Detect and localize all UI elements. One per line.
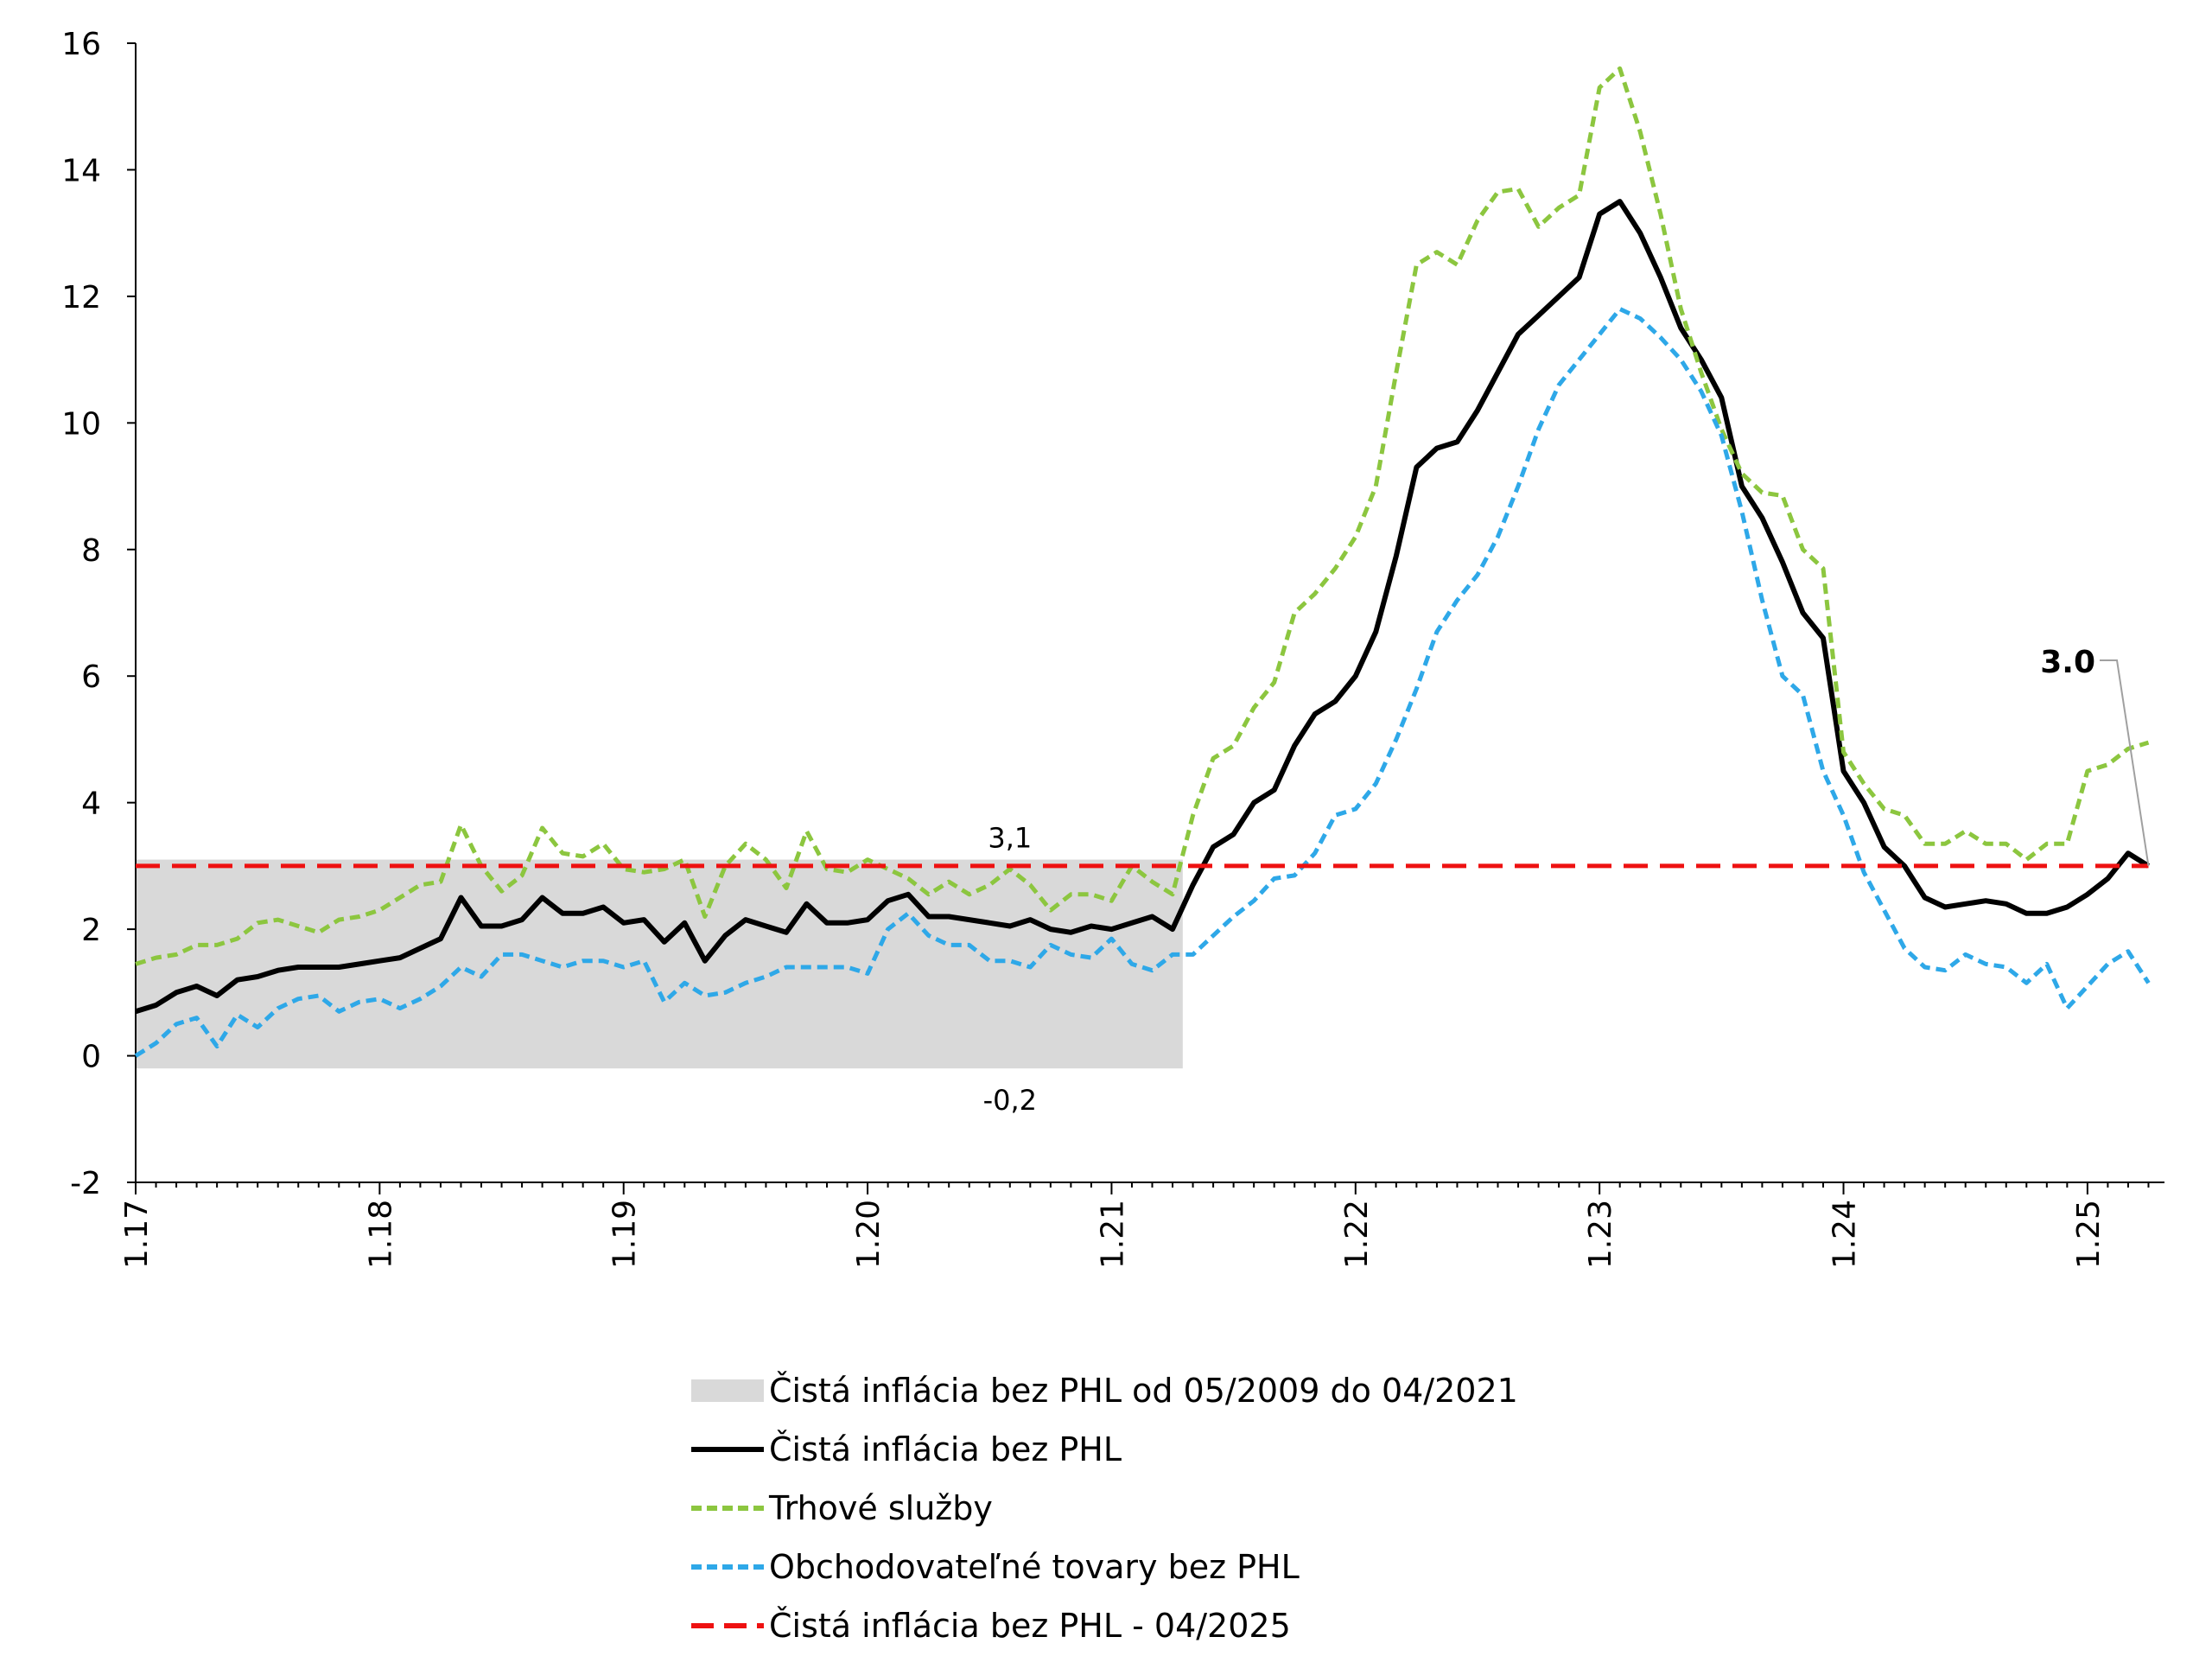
x-tick-label: 1.24 [1827, 1200, 1863, 1269]
x-tick-label: 1.18 [363, 1200, 398, 1269]
legend-item-services: Trhové služby [691, 1479, 1518, 1538]
legend-item-band: Čistá inflácia bez PHL od 05/2009 do 04/… [691, 1361, 1518, 1420]
legend-swatch-core [691, 1447, 764, 1452]
x-tick-label: 1.21 [1095, 1200, 1130, 1269]
legend-swatch-goods [691, 1564, 764, 1570]
y-tick-label: 14 [61, 153, 101, 188]
x-tick-label: 1.22 [1339, 1200, 1375, 1269]
legend-label-band: Čistá inflácia bez PHL od 05/2009 do 04/… [769, 1372, 1518, 1410]
series-line-core [135, 199, 2151, 1015]
legend-label-reference: Čistá inflácia bez PHL - 04/2025 [769, 1607, 1291, 1645]
legend-swatch-reference [691, 1623, 764, 1628]
x-tick-label: 1.23 [1583, 1200, 1618, 1269]
y-tick-label: 6 [81, 659, 101, 695]
y-tick-label: 12 [61, 280, 101, 315]
legend: Čistá inflácia bez PHL od 05/2009 do 04/… [691, 1361, 1518, 1655]
legend-swatch-band [691, 1379, 764, 1402]
legend-item-core: Čistá inflácia bez PHL [691, 1420, 1518, 1479]
x-tick-label: 1.17 [119, 1200, 155, 1269]
x-tick-label: 1.20 [851, 1200, 887, 1269]
y-tick-label: 2 [81, 913, 101, 948]
legend-label-services: Trhové služby [769, 1489, 993, 1527]
legend-item-goods: Obchodovateľné tovary bez PHL [691, 1538, 1518, 1596]
y-tick-label: 8 [81, 533, 101, 569]
annotation-leader-line [2100, 659, 2150, 867]
x-tick-label: 1.25 [2071, 1200, 2107, 1269]
band-lower-label: -0,2 [983, 1084, 1037, 1117]
legend-swatch-services [691, 1506, 764, 1511]
y-tick-label: 16 [61, 27, 101, 62]
y-tick-label: 0 [81, 1040, 101, 1075]
series-line-services [135, 66, 2150, 966]
legend-label-core: Čistá inflácia bez PHL [769, 1430, 1122, 1468]
x-tick-label: 1.19 [607, 1200, 643, 1269]
legend-item-reference: Čistá inflácia bez PHL - 04/2025 [691, 1596, 1518, 1655]
y-tick-label: 10 [61, 406, 101, 442]
series-line-goods [134, 307, 2151, 1058]
tolerance-band [136, 859, 1183, 1069]
annotation-label: 3.0 [2040, 645, 2095, 680]
y-tick-label: -2 [70, 1166, 101, 1201]
band-upper-label: 3,1 [988, 822, 1032, 855]
legend-label-goods: Obchodovateľné tovary bez PHL [769, 1548, 1300, 1586]
y-tick-label: 4 [81, 787, 101, 822]
